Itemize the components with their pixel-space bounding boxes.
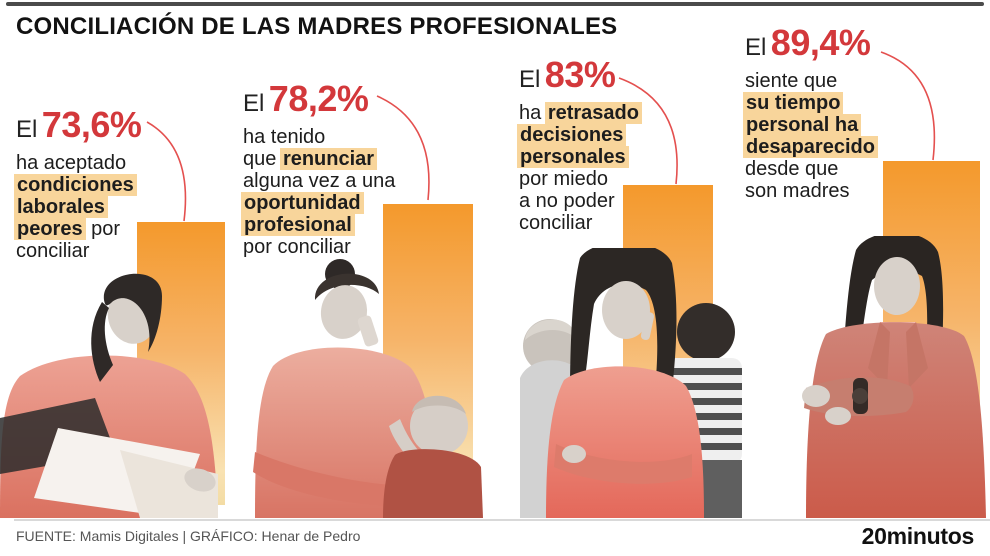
stat-description: siente que su tiempo personal ha desapareci… <box>743 70 965 202</box>
stat-prefix: El <box>243 90 265 117</box>
stat-prefix: El <box>16 116 38 143</box>
stat-prefix: El <box>519 66 541 93</box>
page-title: CONCILIACIÓN DE LAS MADRES PROFESIONALES <box>16 13 618 40</box>
stat-description: ha aceptado condiciones laborales peores po… <box>14 152 236 262</box>
stat-headline: El 73,6% <box>16 106 236 152</box>
stat-headline: El 83% <box>519 56 739 102</box>
stat-block-1: El 73,6% ha aceptado condiciones laborales… <box>14 106 236 262</box>
stat-headline: El 78,2% <box>243 80 463 126</box>
photo-woman-on-phone-with-baby <box>253 259 483 518</box>
footer-divider <box>14 519 990 521</box>
stat-percent: 78,2% <box>268 78 369 119</box>
stat-percent: 89,4% <box>770 22 871 63</box>
photo-pensive-woman-with-children <box>520 248 742 518</box>
stat-block-2: El 78,2% ha tenido que renunciar alguna ve… <box>241 80 463 258</box>
stat-block-4: El 89,4% siente que su tiempo personal ha d… <box>743 24 965 202</box>
stat-description: ha retrasado decisiones personales por mied… <box>517 102 739 234</box>
stat-block-3: El 83% ha retrasado decisiones personales p… <box>517 56 739 234</box>
photo-woman-checking-watch <box>802 236 986 518</box>
brand-logo-20minutos: 20minutos <box>861 523 975 549</box>
stat-prefix: El <box>745 34 767 61</box>
stat-description: ha tenido que renunciar alguna vez a una op… <box>241 126 396 258</box>
top-accent-bar <box>6 2 984 6</box>
stat-headline: El 89,4% <box>745 24 965 70</box>
stat-percent: 73,6% <box>41 104 142 145</box>
photo-woman-reading-documents <box>0 273 218 518</box>
footer-credits: FUENTE: Mamis Digitales | GRÁFICO: Henar… <box>16 528 361 544</box>
stat-percent: 83% <box>544 54 616 95</box>
